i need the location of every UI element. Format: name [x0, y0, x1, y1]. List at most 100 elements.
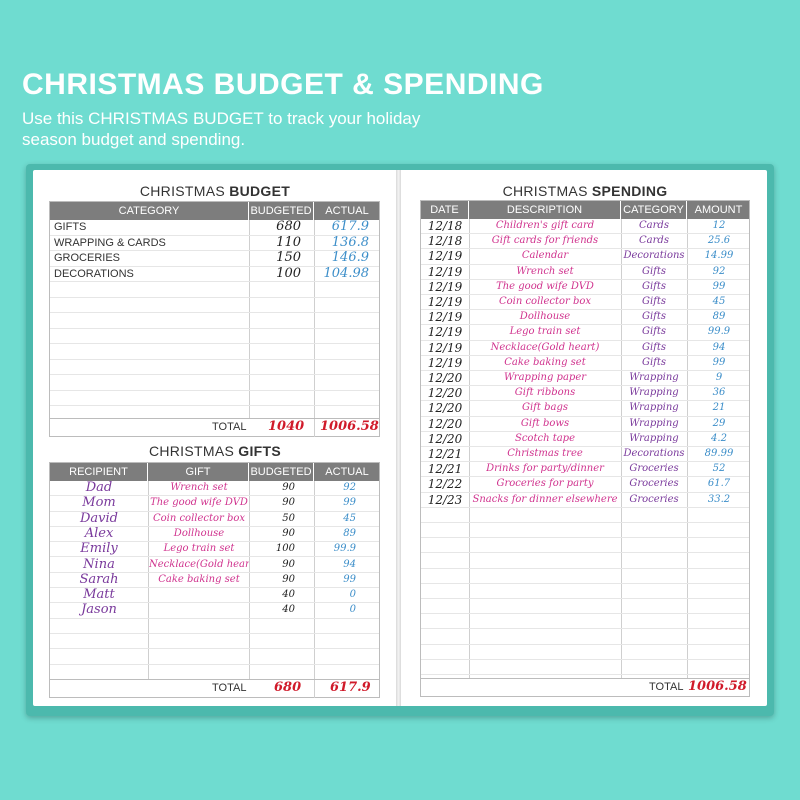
gifts-header: RECIPIENT GIFT BUDGETED ACTUAL — [50, 463, 379, 481]
spending-description-cell: Drinks for party/dinner — [486, 463, 604, 475]
spending-description-cell: Coin collector box — [498, 296, 592, 307]
spending-total-amount: 1006.58 — [688, 679, 747, 694]
budget-budgeted-cell: 110 — [276, 234, 301, 250]
budget-actual-cell: 617.9 — [331, 219, 369, 234]
gifts-total-label: TOTAL — [212, 682, 247, 694]
spending-description-cell: Cake baking set — [504, 356, 586, 368]
spending-amount-cell: 52 — [712, 463, 726, 475]
table-row — [50, 282, 379, 298]
gifts-title-bold: GIFTS — [238, 443, 282, 459]
gift-actual-cell: 99 — [343, 497, 356, 509]
spending-date-cell: 12/19 — [427, 279, 463, 294]
table-row: 12/19 Necklace(Gold heart) Gifts 94 — [421, 341, 749, 356]
spending-title-bold: SPENDING — [591, 183, 668, 199]
budget-actual-cell: 136.8 — [331, 234, 369, 250]
budget-category-cell: GROCERIES — [54, 252, 121, 264]
gift-actual-cell: 92 — [343, 482, 356, 493]
spending-header-date: DATE — [421, 201, 469, 219]
spending-col-divider — [621, 219, 622, 678]
table-row: Sarah Cake baking set 90 99 — [50, 571, 379, 589]
table-row: 12/20 Scotch tape Wrapping 4.2 — [421, 432, 749, 447]
gifts-total-row: TOTAL 680 617.9 — [50, 679, 379, 697]
table-row: Alex Dollhouse 90 89 — [50, 525, 379, 543]
table-row — [421, 538, 749, 554]
gifts-title-prefix: CHRISTMAS — [148, 443, 239, 459]
table-row — [421, 629, 749, 645]
table-row: 12/19 Lego train set Gifts 99.9 — [421, 325, 749, 341]
spending-category-cell: Groceries — [629, 478, 679, 490]
table-row: Jason 40 0 — [50, 602, 379, 619]
budget-header-actual: ACTUAL — [325, 205, 369, 217]
gift-budgeted-cell: 50 — [282, 512, 295, 524]
spending-description-cell: Christmas tree — [507, 448, 583, 459]
budget-header-budgeted: BUDGETED — [249, 202, 314, 220]
table-row — [50, 313, 379, 329]
budget-total-actual: 1006.58 — [320, 419, 379, 434]
spending-amount-cell: 94 — [712, 341, 726, 353]
table-row — [50, 360, 379, 375]
spending-amount-cell: 36 — [712, 387, 726, 399]
spending-date-cell: 12/18 — [427, 234, 463, 249]
gift-recipient-cell: Sarah — [79, 571, 119, 587]
gifts-header-gift: GIFT — [148, 463, 249, 481]
spending-col-divider — [469, 219, 470, 678]
spending-description-cell: Lego train set — [509, 326, 581, 338]
gift-budgeted-cell: 100 — [275, 543, 295, 555]
spending-amount-cell: 4.2 — [711, 432, 727, 444]
spending-date-cell: 12/23 — [427, 492, 463, 507]
table-row: Nina Necklace(Gold heart) 90 94 — [50, 556, 379, 573]
budget-title-bold: BUDGET — [229, 183, 291, 199]
gift-budgeted-cell: 90 — [282, 482, 295, 493]
spending-amount-cell: 45 — [712, 296, 726, 307]
budget-total-budgeted: 1040 — [268, 419, 305, 434]
spending-title-prefix: CHRISTMAS — [502, 183, 592, 199]
gift-name-cell: Lego train set — [163, 543, 235, 555]
gifts-col-divider — [249, 481, 250, 680]
gift-actual-cell: 0 — [349, 604, 356, 616]
table-row: 12/20 Gift bows Wrapping 29 — [421, 417, 749, 432]
spending-header-description: DESCRIPTION — [469, 201, 621, 219]
gift-actual-cell: 0 — [349, 589, 356, 601]
spending-description-cell: Gift bows — [520, 417, 570, 429]
budget-title: CHRISTMAS BUDGET — [50, 183, 380, 199]
spending-amount-cell: 9 — [715, 372, 723, 383]
table-row: DECORATIONS 100 104.98 — [50, 265, 379, 282]
book-spine — [396, 170, 401, 706]
gift-name-cell: Coin collector box — [152, 512, 246, 524]
budget-actual-cell: 104.98 — [323, 265, 370, 281]
spending-header-category: CATEGORY — [621, 201, 687, 219]
gifts-table: RECIPIENT GIFT BUDGETED ACTUAL Dad Wrench… — [49, 462, 380, 698]
spending-category-cell: Gifts — [641, 265, 667, 277]
spending-description-cell: Snacks for dinner elsewhere — [472, 493, 618, 505]
spending-header: DATE DESCRIPTION CATEGORY AMOUNT — [421, 201, 749, 219]
gifts-total-actual: 617.9 — [330, 680, 371, 695]
spending-category-cell: Wrapping — [629, 417, 679, 429]
spending-date-cell: 12/20 — [427, 401, 463, 416]
table-row: 12/21 Drinks for party/dinner Groceries 52 — [421, 462, 749, 478]
spending-category-cell: Gifts — [641, 341, 667, 353]
table-row: 12/19 Dollhouse Gifts 89 — [421, 310, 749, 326]
gift-actual-cell: 89 — [343, 527, 356, 539]
spending-category-cell: Cards — [639, 220, 669, 231]
gift-recipient-cell: Mom — [82, 495, 116, 511]
gift-budgeted-cell: 90 — [282, 527, 295, 539]
gift-recipient-cell: Emily — [80, 541, 118, 557]
spending-category-cell: Wrapping — [629, 387, 679, 399]
table-row — [421, 645, 749, 660]
spending-description-cell: Wrench set — [516, 265, 574, 277]
budget-col-divider — [249, 220, 250, 418]
gift-recipient-cell: Alex — [84, 525, 114, 541]
table-row — [421, 508, 749, 523]
spending-amount-cell: 99 — [712, 280, 726, 292]
spending-amount-cell: 29 — [712, 417, 726, 429]
spending-amount-cell: 12 — [712, 220, 726, 231]
budget-total-label: TOTAL — [212, 421, 247, 433]
spending-date-cell: 12/20 — [427, 431, 463, 446]
spending-amount-cell: 21 — [712, 402, 726, 414]
gift-recipient-cell: Nina — [83, 556, 115, 572]
gift-budgeted-cell: 90 — [282, 497, 295, 509]
table-row — [421, 660, 749, 675]
gift-recipient-cell: Matt — [83, 587, 115, 603]
budget-header-category: CATEGORY — [50, 202, 249, 220]
budget-category-cell: DECORATIONS — [54, 267, 134, 280]
